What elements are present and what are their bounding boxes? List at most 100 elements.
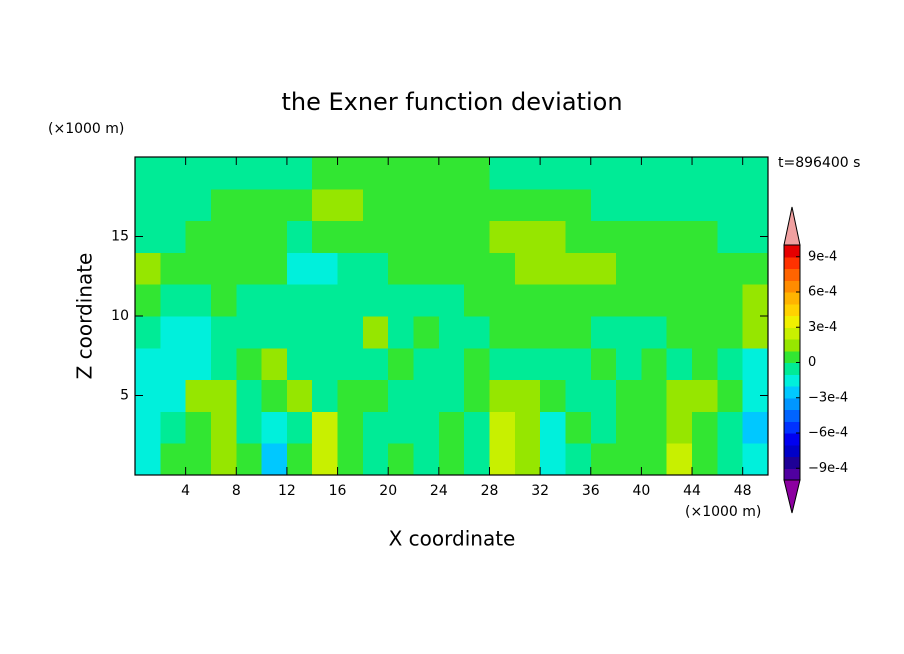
contour-cell [717, 220, 744, 253]
contour-cell [413, 316, 440, 349]
contour-cell [210, 157, 237, 190]
contour-cell [337, 379, 364, 412]
contour-cell [160, 443, 187, 476]
colorbar-segment [784, 350, 800, 363]
contour-cell [616, 157, 642, 190]
contour-cell [135, 157, 161, 190]
contour-cell [489, 379, 516, 412]
contour-cell [692, 157, 718, 190]
contour-cell [185, 411, 212, 444]
contour-cell [286, 411, 313, 444]
contour-cell [135, 188, 161, 222]
contour-cell [286, 220, 313, 253]
colorbar-segment [784, 456, 800, 469]
contour-cell [464, 157, 490, 190]
colorbar-tick-label: −3e-4 [808, 390, 848, 405]
colorbar-tick-label: −9e-4 [808, 461, 848, 476]
contour-cell [438, 316, 465, 349]
contour-cell [590, 411, 617, 444]
contour-cell [438, 411, 465, 444]
contour-cell [236, 316, 263, 349]
contour-cell [666, 188, 693, 222]
contour-cell [565, 411, 592, 444]
contour-cell [514, 188, 541, 222]
colorbar-under [783, 479, 801, 514]
contour-cell [362, 316, 389, 349]
x-tick-label: 40 [632, 483, 650, 499]
colorbar-segment [784, 256, 800, 269]
contour-cell [616, 411, 642, 444]
colorbar-segment [784, 433, 800, 446]
contour-cell [210, 284, 237, 317]
contour-cell [616, 220, 642, 253]
contour-cell [641, 157, 668, 190]
colorbar-segment [784, 421, 800, 434]
contour-cell [286, 443, 313, 476]
contour-cell [666, 284, 693, 317]
contour-cell [514, 220, 541, 253]
contour-cell [692, 379, 718, 412]
y-unit: (×1000 m) [48, 121, 124, 137]
contour-cell [135, 411, 161, 444]
contour-cell [312, 443, 339, 476]
y-axis-label: Z coordinate [73, 253, 97, 380]
contour-cell [489, 316, 516, 349]
contour-cell [590, 252, 617, 285]
contour-cell [160, 220, 187, 253]
contour-cell [514, 379, 541, 412]
contour-cell [413, 443, 440, 476]
contour-cell [312, 188, 339, 222]
contour-cell [362, 411, 389, 444]
contour-cell [540, 220, 566, 253]
contour-cell [464, 252, 490, 285]
contour-cell [210, 188, 237, 222]
contour-cell [438, 379, 465, 412]
contour-cell [261, 443, 288, 476]
contour-cell [717, 157, 744, 190]
contour-cell [742, 316, 769, 349]
contour-cell [616, 252, 642, 285]
contour-cell [514, 347, 541, 381]
contour-cell [590, 284, 617, 317]
contour-cell [717, 347, 744, 381]
contour-cell [236, 252, 263, 285]
contour-cell [185, 316, 212, 349]
contour-cell [489, 284, 516, 317]
contour-cell [514, 443, 541, 476]
contour-cell [565, 188, 592, 222]
contour-cell [337, 316, 364, 349]
contour-cell [514, 316, 541, 349]
contour-cell [616, 188, 642, 222]
contour-cell [236, 188, 263, 222]
x-tick-label: 32 [531, 483, 549, 499]
x-tick-label: 44 [683, 483, 701, 499]
contour-cell [666, 252, 693, 285]
contour-cell [261, 411, 288, 444]
contour-cell [666, 316, 693, 349]
contour-cell [742, 347, 769, 381]
contour-cell [438, 220, 465, 253]
contour-cell [210, 252, 237, 285]
contour-cell [540, 188, 566, 222]
colorbar-segment [784, 409, 800, 422]
contour-cell [489, 443, 516, 476]
contour-cell [666, 411, 693, 444]
x-tick-label: 12 [278, 483, 296, 499]
contour-cell [413, 157, 440, 190]
contour-cell [337, 188, 364, 222]
contour-cell [388, 188, 415, 222]
contour-cell [438, 347, 465, 381]
contour-cell [514, 284, 541, 317]
contour-cell [413, 411, 440, 444]
contour-cell [160, 284, 187, 317]
contour-cell [135, 347, 161, 381]
contour-cell [362, 443, 389, 476]
contour-cell [464, 284, 490, 317]
contour-cell [261, 316, 288, 349]
contour-cell [312, 379, 339, 412]
contour-cell [337, 347, 364, 381]
contour-cell [312, 252, 339, 285]
y-tick-label: 10 [111, 308, 129, 324]
